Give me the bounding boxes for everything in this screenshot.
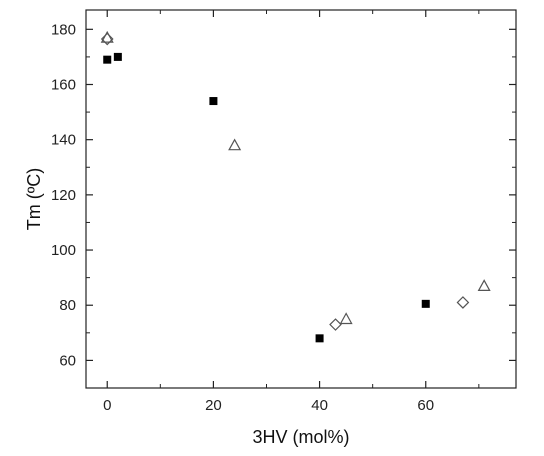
data-point-filled-square-0 (103, 55, 112, 64)
data-point-filled-square-1 (113, 52, 122, 61)
y-tick-label: 160 (51, 76, 76, 93)
x-tick-label: 0 (103, 397, 111, 414)
data-point-open-triangle-2 (339, 312, 353, 325)
data-point-open-triangle-1 (228, 138, 242, 151)
x-axis-ticks: 0 20 40 60 (103, 10, 480, 414)
data-point-filled-square-2 (209, 97, 218, 106)
x-tick-label: 40 (311, 397, 328, 414)
data-point-open-triangle-0 (100, 30, 114, 43)
y-tick-label: 60 (59, 352, 76, 369)
data-point-open-triangle-3 (477, 279, 491, 292)
y-tick-label: 180 (51, 21, 76, 38)
x-tick-label: 60 (417, 397, 434, 414)
y-tick-label: 100 (51, 242, 76, 259)
y-axis-ticks: 60 80 100 120 140 160 180 (51, 21, 516, 389)
x-axis-title: 3HV (mol%) (252, 427, 349, 447)
y-tick-label: 120 (51, 187, 76, 204)
data-points (100, 30, 491, 343)
data-point-filled-square-3 (315, 334, 324, 343)
y-tick-label: 80 (59, 297, 76, 314)
plot-frame (85, 9, 517, 389)
x-tick-label: 20 (205, 397, 222, 414)
data-point-open-diamond-0 (100, 32, 114, 46)
y-tick-label: 140 (51, 132, 76, 149)
data-point-open-diamond-2 (456, 296, 470, 309)
data-point-filled-square-4 (421, 299, 430, 308)
y-axis-title: Tm (ºC) (24, 168, 44, 231)
data-point-open-diamond-1 (329, 318, 342, 331)
